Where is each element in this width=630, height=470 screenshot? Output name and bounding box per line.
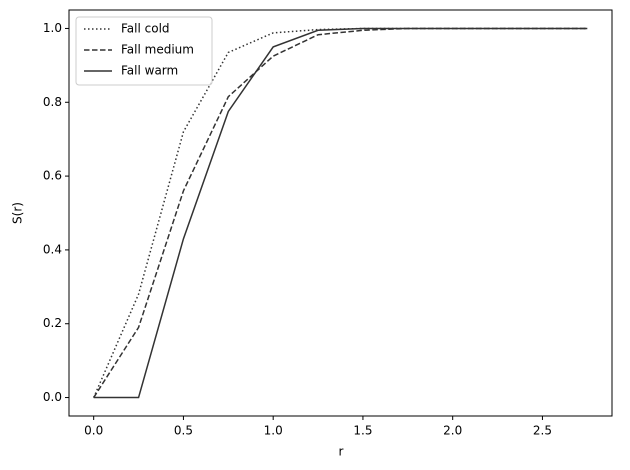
y-tick-label: 0.4: [43, 242, 62, 256]
x-tick-label: 0.5: [174, 424, 193, 438]
y-tick-label: 1.0: [43, 21, 62, 35]
x-tick-label: 1.0: [264, 424, 283, 438]
legend-label: Fall cold: [121, 22, 170, 36]
x-tick-label: 2.5: [533, 424, 552, 438]
series-line: [93, 27, 588, 399]
legend-box: [75, 16, 213, 86]
x-tick-label: 2.0: [443, 424, 462, 438]
y-tick-label: 0.2: [43, 316, 62, 330]
x-tick-label: 1.5: [353, 424, 372, 438]
x-tick-label: 0.0: [84, 424, 103, 438]
axes-frame: [68, 9, 613, 417]
y-axis-label: S(r): [11, 202, 25, 224]
y-tick-label: 0.0: [43, 390, 62, 404]
legend-label: Fall warm: [121, 64, 178, 78]
legend-label: Fall medium: [121, 43, 194, 57]
y-tick-label: 0.8: [43, 95, 62, 109]
x-axis-label: r: [339, 445, 344, 459]
y-tick-label: 0.6: [43, 169, 62, 183]
